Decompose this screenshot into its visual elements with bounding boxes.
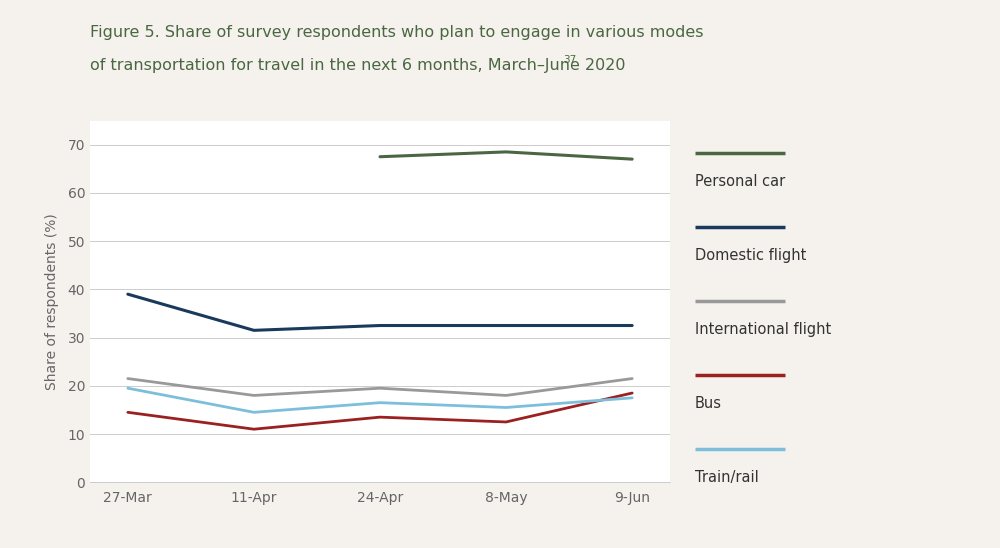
Text: Train/rail: Train/rail: [695, 470, 759, 485]
Text: Domestic flight: Domestic flight: [695, 248, 806, 263]
Text: International flight: International flight: [695, 322, 831, 337]
Text: Personal car: Personal car: [695, 174, 785, 189]
Text: 37: 37: [563, 55, 576, 65]
Text: Bus: Bus: [695, 396, 722, 411]
Text: Figure 5. Share of survey respondents who plan to engage in various modes: Figure 5. Share of survey respondents wh…: [90, 25, 704, 39]
Text: of transportation for travel in the next 6 months, March–June 2020: of transportation for travel in the next…: [90, 58, 626, 72]
Y-axis label: Share of respondents (%): Share of respondents (%): [45, 213, 59, 390]
